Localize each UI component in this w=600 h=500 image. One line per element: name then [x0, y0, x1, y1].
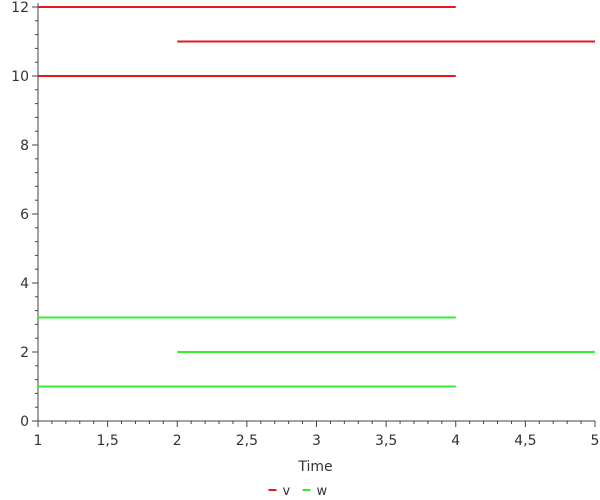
y-tick-label: 8: [20, 138, 29, 154]
x-tick-label: 2: [173, 433, 182, 449]
legend-item-v[interactable]: v: [268, 484, 291, 499]
x-tick-label: 1,5: [96, 433, 118, 449]
y-tick-label: 6: [20, 207, 29, 223]
series-w: [38, 316, 595, 388]
x-axis-title: Time: [297, 459, 332, 475]
x-tick-label: 2,5: [236, 433, 258, 449]
y-tick-label: 2: [20, 345, 29, 361]
x-tick-label: 4: [451, 433, 460, 449]
legend-item-w[interactable]: w: [302, 484, 328, 499]
x-tick-label: 5: [591, 433, 600, 449]
y-tick-label: 10: [11, 69, 29, 85]
x-tick-label: 3: [312, 433, 321, 449]
legend-label: v: [283, 484, 291, 499]
axes: 0 2 4 6 8 10 12 1 1,5 2 2,5 3 3,5 4 4,5 5: [11, 0, 599, 449]
y-tick-label: 0: [20, 414, 29, 430]
legend-label: w: [317, 484, 328, 499]
y-tick-label: 4: [20, 276, 29, 292]
series-v: [38, 6, 595, 77]
x-tick-label: 4,5: [514, 433, 536, 449]
x-tick-label: 3,5: [375, 433, 397, 449]
x-tick-label: 1: [34, 433, 43, 449]
series-layer: [38, 6, 595, 388]
y-tick-label: 12: [11, 0, 29, 16]
